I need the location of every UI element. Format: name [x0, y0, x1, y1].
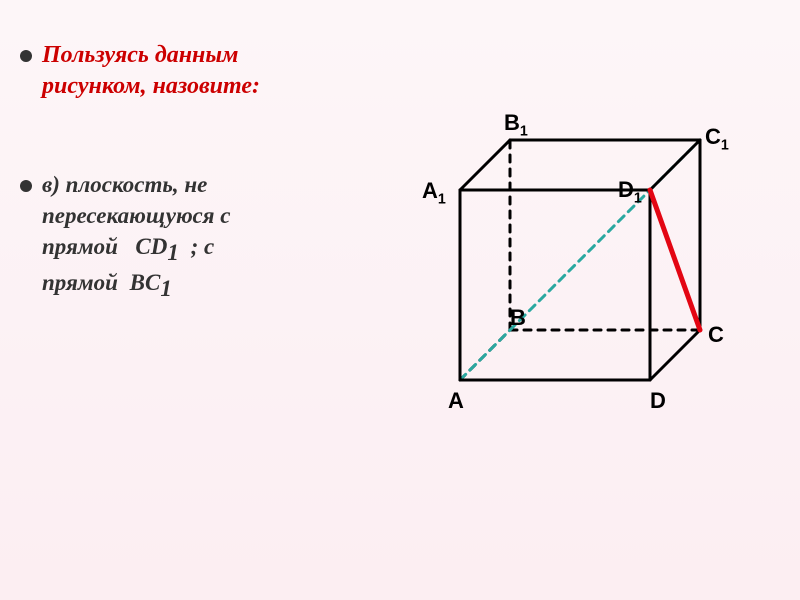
q-line4-prefix: прямой [42, 270, 118, 295]
vertex-label-B: B [510, 305, 526, 331]
vertex-label-C: C [708, 322, 724, 348]
bullet-dot-icon [20, 180, 32, 192]
vertex-label-D1: D1 [618, 177, 642, 206]
q-line3-var: CD [135, 234, 167, 259]
vertex-label-C1: C1 [705, 124, 729, 153]
q-line3-spacer [124, 234, 136, 259]
vertex-label-A: A [448, 388, 464, 414]
q-line4-sub: 1 [160, 276, 172, 301]
vertex-label-D: D [650, 388, 666, 414]
bullet-dot-icon [20, 50, 32, 62]
vertex-label-A1: A1 [422, 178, 446, 207]
cube-diagram: A D C B A1 D1 C1 B1 [400, 80, 760, 445]
q-line4-var: BC [130, 270, 161, 295]
q-line3-prefix: прямой [42, 234, 118, 259]
q-line1: в) плоскость, не [42, 172, 207, 197]
title-bullet: Пользуясь данным рисунком, назовите: [20, 40, 260, 102]
title-line1: Пользуясь данным [42, 42, 238, 68]
question-bullet: в) плоскость, не пересекающуюся с прямой… [20, 170, 230, 304]
vertex-label-B1: B1 [504, 110, 528, 139]
q-line2: пересекающуюся с [42, 201, 230, 231]
q-line3-suffix: ; с [185, 234, 214, 259]
q-line3-sub: 1 [167, 240, 179, 265]
title-line2: рисунком, назовите: [42, 71, 260, 102]
